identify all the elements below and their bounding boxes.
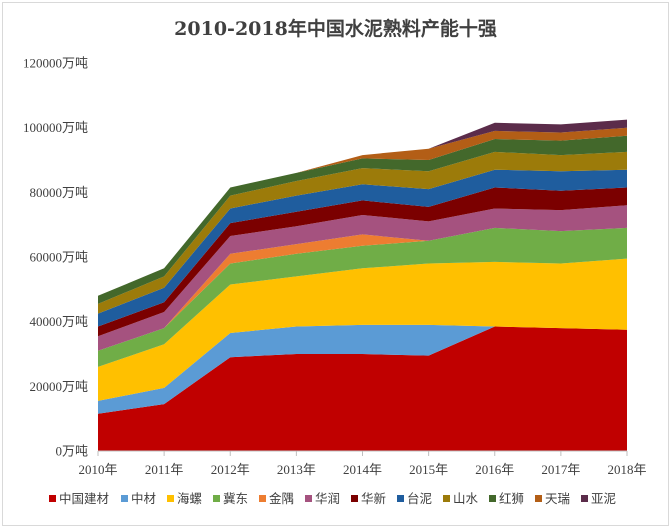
- legend-label: 台泥: [407, 491, 432, 506]
- y-tick-label: 40000万吨: [29, 314, 88, 329]
- area-中材: [98, 324, 627, 414]
- y-tick-label: 100000万吨: [23, 120, 88, 135]
- legend-label: 中材: [131, 491, 156, 506]
- legend-label: 天瑞: [545, 491, 570, 506]
- legend: 中国建材 中材 海螺 冀东 金隅 华润 华新 台泥 山水 红狮 天瑞 亚泥: [49, 491, 616, 506]
- y-tick-label: 80000万吨: [29, 185, 88, 200]
- legend-swatch: [49, 495, 56, 502]
- legend-swatch: [489, 495, 496, 502]
- legend-label: 亚泥: [591, 491, 616, 506]
- area-冀东: [98, 227, 627, 367]
- legend-label: 华润: [315, 491, 340, 506]
- area-台泥: [98, 169, 627, 327]
- legend-swatch: [535, 495, 542, 502]
- legend-label: 中国建材: [59, 491, 109, 506]
- x-tick-label: 2013年: [277, 462, 316, 477]
- area-金隅: [98, 227, 627, 351]
- area-红狮: [98, 135, 627, 304]
- y-tick-label: 120000万吨: [23, 56, 88, 71]
- x-tick-label: 2014年: [343, 462, 382, 477]
- legend-swatch: [259, 495, 266, 502]
- chart-title: 2010-2018年中国水泥熟料产能十强: [174, 18, 497, 40]
- area-海螺: [98, 258, 627, 401]
- x-tick-label: 2011年: [145, 462, 184, 477]
- legend-swatch: [121, 495, 128, 502]
- legend-label: 红狮: [499, 491, 524, 506]
- legend-label: 山水: [453, 491, 479, 506]
- x-tick-label: 2012年: [211, 462, 250, 477]
- legend-label: 冀东: [223, 491, 248, 506]
- x-tick-label: 2017年: [541, 462, 580, 477]
- x-tick-label: 2015年: [409, 462, 448, 477]
- legend-label: 海螺: [177, 491, 202, 506]
- legend-swatch: [397, 495, 404, 502]
- area-中国建材: [98, 326, 627, 451]
- area-华新: [98, 187, 627, 337]
- legend-swatch: [443, 495, 450, 502]
- axes-group: 0万吨 20000万吨 40000万吨 60000万吨 80000万吨 100000万吨 1…: [23, 56, 647, 478]
- legend-swatch: [167, 495, 174, 502]
- x-tick-label: 2018年: [607, 462, 646, 477]
- x-tick-label: 2010年: [78, 462, 117, 477]
- area-山水: [98, 151, 627, 314]
- y-tick-label: 60000万吨: [29, 250, 88, 265]
- area-series-group: [98, 119, 627, 451]
- legend-label: 金隅: [269, 491, 294, 506]
- legend-swatch: [581, 495, 588, 502]
- y-tick-label: 20000万吨: [29, 379, 88, 394]
- x-tick-label: 2016年: [475, 462, 514, 477]
- area-华润: [98, 205, 627, 351]
- legend-swatch: [351, 495, 358, 502]
- legend-swatch: [305, 495, 312, 502]
- legend-label: 华新: [361, 491, 386, 506]
- legend-swatch: [213, 495, 220, 502]
- y-tick-label: 0万吨: [55, 444, 88, 459]
